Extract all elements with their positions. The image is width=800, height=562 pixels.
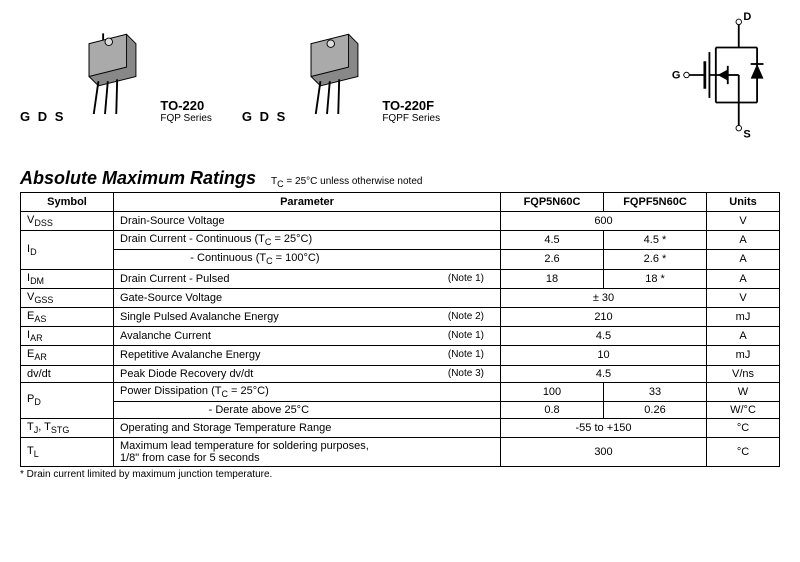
svg-text:D: D [743, 11, 751, 23]
th-col2: FQPF5N60C [604, 193, 707, 212]
section-title-row: Absolute Maximum Ratings TC = 25°C unles… [20, 168, 780, 189]
footnote: * Drain current limited by maximum junct… [20, 469, 780, 480]
pins-label-1: G D S [20, 109, 65, 124]
pins-label-2: G D S [242, 109, 287, 124]
table-row: TL Maximum lead temperature for solderin… [21, 437, 780, 466]
table-row: EAR Repetitive Avalanche Energy(Note 1) … [21, 346, 780, 365]
package-name-2: TO-220F [382, 98, 440, 113]
top-section: G D S TO-220 FQP Series G D S TO-220F F [20, 10, 780, 143]
table-row: - Derate above 25°C 0.8 0.26 W/°C [21, 401, 780, 418]
table-row: IAR Avalanche Current(Note 1) 4.5 A [21, 327, 780, 346]
table-row: PD Power Dissipation (TC = 25°C) 100 33 … [21, 382, 780, 401]
to220-icon [75, 29, 150, 124]
table-row: VGSS Gate-Source Voltage ± 30 V [21, 288, 780, 307]
ratings-table: Symbol Parameter FQP5N60C FQPF5N60C Unit… [20, 192, 780, 467]
table-row: VDSS Drain-Source Voltage 600 V [21, 212, 780, 231]
table-row: TJ, TSTG Operating and Storage Temperatu… [21, 418, 780, 437]
table-row: IDM Drain Current - Pulsed(Note 1) 18 18… [21, 269, 780, 288]
table-row: EAS Single Pulsed Avalanche Energy(Note … [21, 307, 780, 326]
th-units: Units [707, 193, 780, 212]
package-series-2: FQPF Series [382, 113, 440, 124]
package-name-1: TO-220 [160, 98, 212, 113]
table-row: dv/dt Peak Diode Recovery dv/dt(Note 3) … [21, 365, 780, 382]
th-parameter: Parameter [114, 193, 501, 212]
section-note: TC = 25°C unless otherwise noted [271, 176, 422, 189]
table-row: - Continuous (TC = 100°C) 2.6 2.6 * A [21, 250, 780, 269]
svg-text:S: S [743, 128, 750, 140]
to220f-icon [297, 29, 372, 124]
package-series-1: FQP Series [160, 113, 212, 124]
package-to220f: G D S TO-220F FQPF Series [242, 29, 440, 124]
th-col1: FQP5N60C [501, 193, 604, 212]
package-label-2: TO-220F FQPF Series [382, 98, 440, 124]
section-title: Absolute Maximum Ratings [20, 168, 256, 189]
th-symbol: Symbol [21, 193, 114, 212]
package-label-1: TO-220 FQP Series [160, 98, 212, 124]
mosfet-schematic: D G S [670, 10, 780, 143]
package-to220: G D S TO-220 FQP Series [20, 29, 212, 124]
table-row: ID Drain Current - Continuous (TC = 25°C… [21, 231, 780, 250]
svg-text:G: G [672, 70, 681, 82]
